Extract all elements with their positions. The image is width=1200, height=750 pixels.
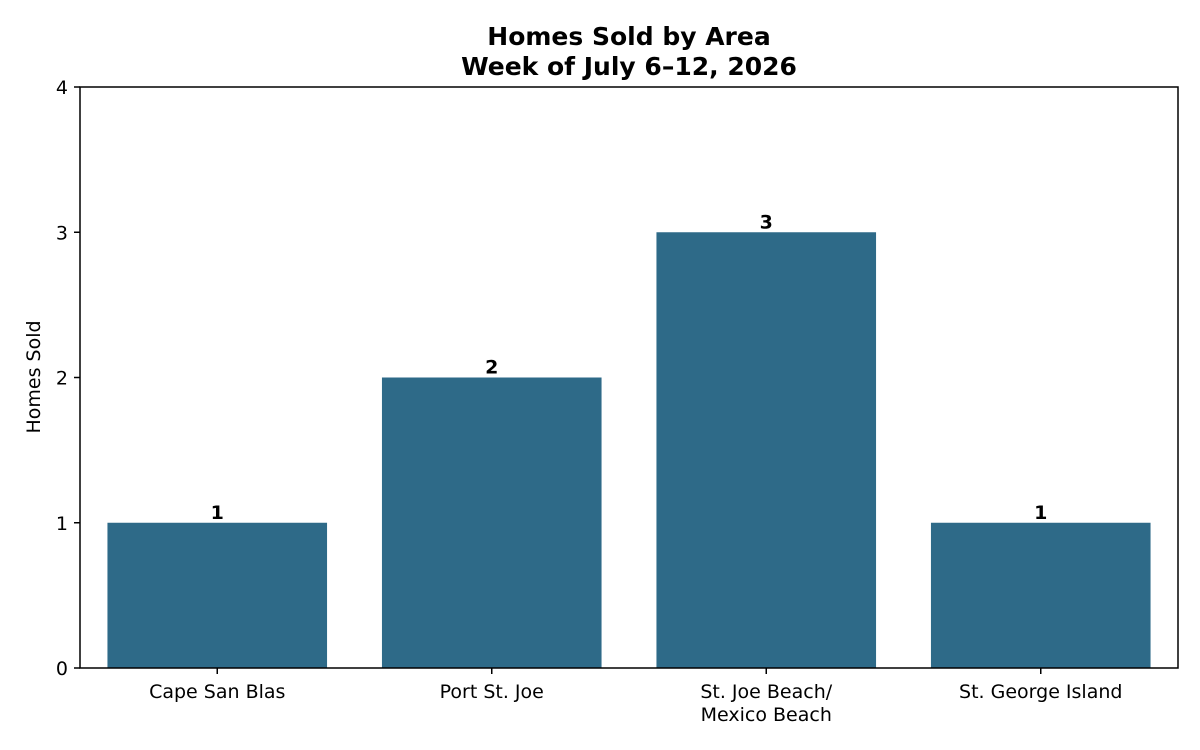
- x-tick-label: Mexico Beach: [701, 704, 832, 726]
- bar: [381, 377, 602, 668]
- plot-area: 0 1 2 3 4 Cape San Blas Port St. Joe St. Joe Be…: [56, 77, 1179, 726]
- x-tick-label: Port St. Joe: [440, 681, 544, 703]
- y-axis-label: Homes Sold: [23, 320, 45, 433]
- bar: [656, 232, 877, 668]
- bar: [107, 522, 328, 668]
- chart-title: Homes Sold by Area: [487, 22, 770, 51]
- x-tick-label: Cape San Blas: [149, 681, 285, 703]
- y-tick-label: 0: [56, 658, 68, 680]
- data-label: 1: [1034, 502, 1047, 524]
- y-tick-label: 1: [56, 513, 68, 535]
- data-label: 1: [211, 502, 224, 524]
- y-tick-label: 2: [56, 368, 68, 390]
- y-tick-label: 3: [56, 222, 68, 244]
- chart-subtitle: Week of July 6–12, 2026: [461, 52, 797, 81]
- x-tick-label: St. Joe Beach/: [700, 681, 832, 703]
- data-label: 3: [760, 211, 773, 233]
- data-label: 2: [485, 357, 498, 379]
- x-tick-label: St. George Island: [959, 681, 1122, 703]
- bar: [930, 522, 1151, 668]
- y-tick-label: 4: [56, 77, 68, 99]
